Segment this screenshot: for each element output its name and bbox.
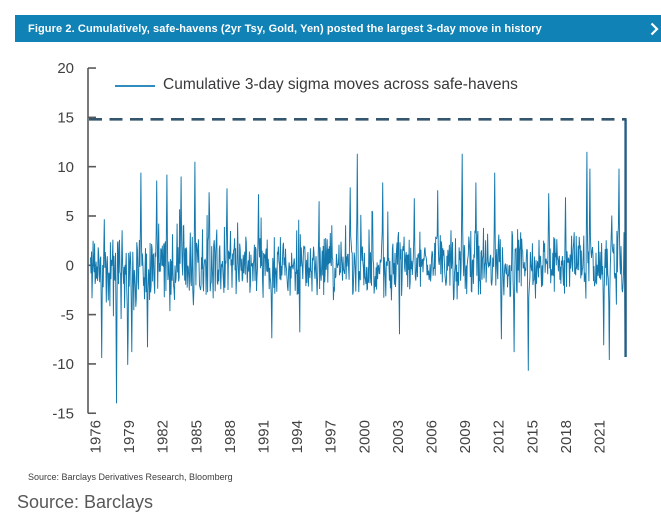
legend-line-swatch [115, 84, 155, 87]
x-tick-label: 1994 [289, 420, 306, 453]
figure-header: Figure 2. Cumulatively, safe-havens (2yr… [15, 15, 661, 42]
y-tick-label: -5 [61, 307, 74, 324]
x-tick-label: 1988 [222, 420, 239, 453]
x-tick-label: 1979 [121, 420, 138, 453]
x-tick-label: 2012 [491, 420, 508, 453]
y-tick-label: -10 [52, 356, 74, 373]
y-tick-label: 15 [57, 110, 74, 127]
x-tick-label: 2018 [558, 420, 575, 453]
x-tick-label: 2009 [457, 420, 474, 453]
y-tick-label: -15 [52, 405, 74, 422]
chart-legend: Cumulative 3-day sigma moves across safe… [115, 76, 518, 94]
y-tick-label: 10 [57, 159, 74, 176]
x-tick-label: 2003 [390, 420, 407, 453]
x-tick-label: 2021 [592, 420, 609, 453]
x-tick-label: 1991 [256, 420, 273, 453]
figure-title: Figure 2. Cumulatively, safe-havens (2yr… [28, 22, 542, 35]
x-tick-label: 1982 [155, 420, 172, 453]
x-tick-label: 1997 [323, 420, 340, 453]
chart-source-note: Source: Barclays Derivatives Research, B… [28, 472, 233, 482]
y-tick-label: 5 [66, 208, 74, 225]
x-tick-label: 2006 [424, 420, 441, 453]
x-tick-label: 2000 [356, 420, 373, 453]
x-tick-label: 1976 [88, 420, 105, 453]
x-tick-label: 1985 [188, 420, 205, 453]
legend-label: Cumulative 3-day sigma moves across safe… [163, 76, 518, 93]
y-tick-label: 20 [57, 60, 74, 77]
chevron-right-icon[interactable] [650, 22, 659, 36]
sigma-series-line [90, 119, 627, 404]
page-source-caption: Source: Barclays [17, 492, 154, 512]
x-tick-label: 2015 [524, 420, 541, 453]
y-tick-label: 0 [66, 258, 74, 275]
